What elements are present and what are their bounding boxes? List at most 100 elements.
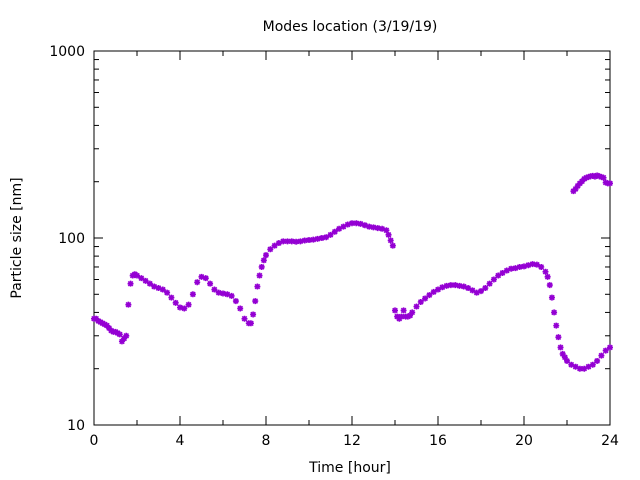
data-point	[407, 312, 414, 319]
data-point	[389, 242, 396, 249]
data-point	[553, 322, 560, 329]
data-point	[579, 178, 586, 185]
data-point	[413, 303, 420, 310]
data-point	[331, 228, 338, 235]
data-point	[482, 285, 489, 292]
data-point	[370, 224, 377, 231]
y-axis-label: Particle size [nm]	[9, 177, 25, 298]
data-point	[400, 307, 407, 314]
data-point	[478, 288, 484, 295]
data-point	[353, 220, 360, 227]
data-point	[151, 283, 158, 290]
data-point	[224, 291, 231, 298]
data-point	[314, 235, 321, 242]
data-point	[275, 240, 282, 247]
data-point	[516, 263, 523, 270]
data-point	[106, 325, 113, 332]
data-point	[189, 291, 196, 298]
tick-labels: 0 4 8 12 16 20 24 10 100 1000	[49, 44, 619, 449]
data-point	[220, 290, 226, 297]
data-point	[548, 294, 555, 301]
data-point	[602, 347, 609, 354]
data-point	[607, 180, 613, 187]
data-point	[271, 242, 278, 249]
data-point	[426, 292, 433, 299]
data-point	[398, 313, 405, 320]
data-point	[361, 222, 368, 229]
axis-ticks	[93, 50, 611, 426]
data-point	[559, 350, 566, 357]
data-point	[301, 237, 308, 244]
data-point	[194, 279, 201, 286]
data-point	[607, 344, 613, 351]
data-point	[340, 223, 347, 230]
data-point	[561, 354, 568, 361]
data-point	[159, 286, 166, 293]
data-point	[306, 237, 312, 244]
data-point	[349, 220, 355, 227]
data-points	[91, 172, 613, 372]
data-point	[564, 357, 570, 364]
data-point	[118, 338, 125, 345]
data-point	[323, 234, 330, 241]
data-point	[600, 174, 607, 181]
data-point	[529, 261, 536, 268]
y-tick-label: 100	[58, 231, 85, 247]
data-point	[452, 282, 459, 289]
data-point	[142, 277, 149, 284]
data-point	[237, 305, 244, 312]
data-point	[422, 295, 429, 302]
data-point	[211, 286, 218, 293]
chart-title: Modes location (3/19/19)	[263, 19, 438, 35]
data-point	[385, 231, 392, 238]
data-point	[542, 268, 549, 275]
data-point	[435, 286, 441, 293]
data-point	[379, 225, 386, 232]
data-point	[594, 357, 601, 364]
data-point	[258, 263, 265, 270]
data-point	[499, 269, 506, 276]
y-tick-label: 1000	[49, 44, 85, 60]
data-point	[336, 225, 343, 232]
y-tick-label: 10	[67, 418, 85, 434]
data-point	[185, 301, 192, 308]
data-point	[439, 284, 446, 291]
data-point	[525, 262, 532, 269]
data-point	[172, 299, 179, 306]
data-point	[572, 363, 579, 370]
data-point	[546, 282, 553, 289]
data-point	[508, 265, 515, 272]
data-point	[602, 179, 609, 186]
data-point	[181, 305, 188, 312]
data-point	[574, 182, 581, 189]
data-point	[598, 352, 605, 359]
data-point	[555, 334, 562, 341]
data-point	[288, 238, 295, 245]
data-point	[177, 304, 183, 311]
data-point	[589, 361, 596, 368]
data-point	[134, 272, 140, 279]
data-point	[318, 235, 325, 241]
data-point	[121, 335, 128, 342]
data-point	[250, 311, 257, 318]
data-point	[232, 298, 239, 305]
data-point	[344, 221, 351, 228]
data-point	[252, 298, 259, 305]
data-point	[495, 272, 502, 279]
x-tick-label: 0	[90, 433, 99, 449]
data-point	[447, 282, 454, 289]
data-point	[576, 365, 583, 372]
data-point	[297, 238, 304, 245]
data-point	[473, 289, 480, 296]
data-point	[469, 287, 476, 294]
data-point	[544, 273, 551, 280]
data-point	[387, 237, 394, 244]
data-point	[383, 227, 390, 234]
x-tick-label: 12	[343, 433, 361, 449]
data-point	[103, 322, 110, 329]
x-tick-label: 16	[429, 433, 447, 449]
data-point	[392, 307, 398, 314]
data-point	[581, 365, 588, 372]
data-point	[357, 220, 364, 227]
